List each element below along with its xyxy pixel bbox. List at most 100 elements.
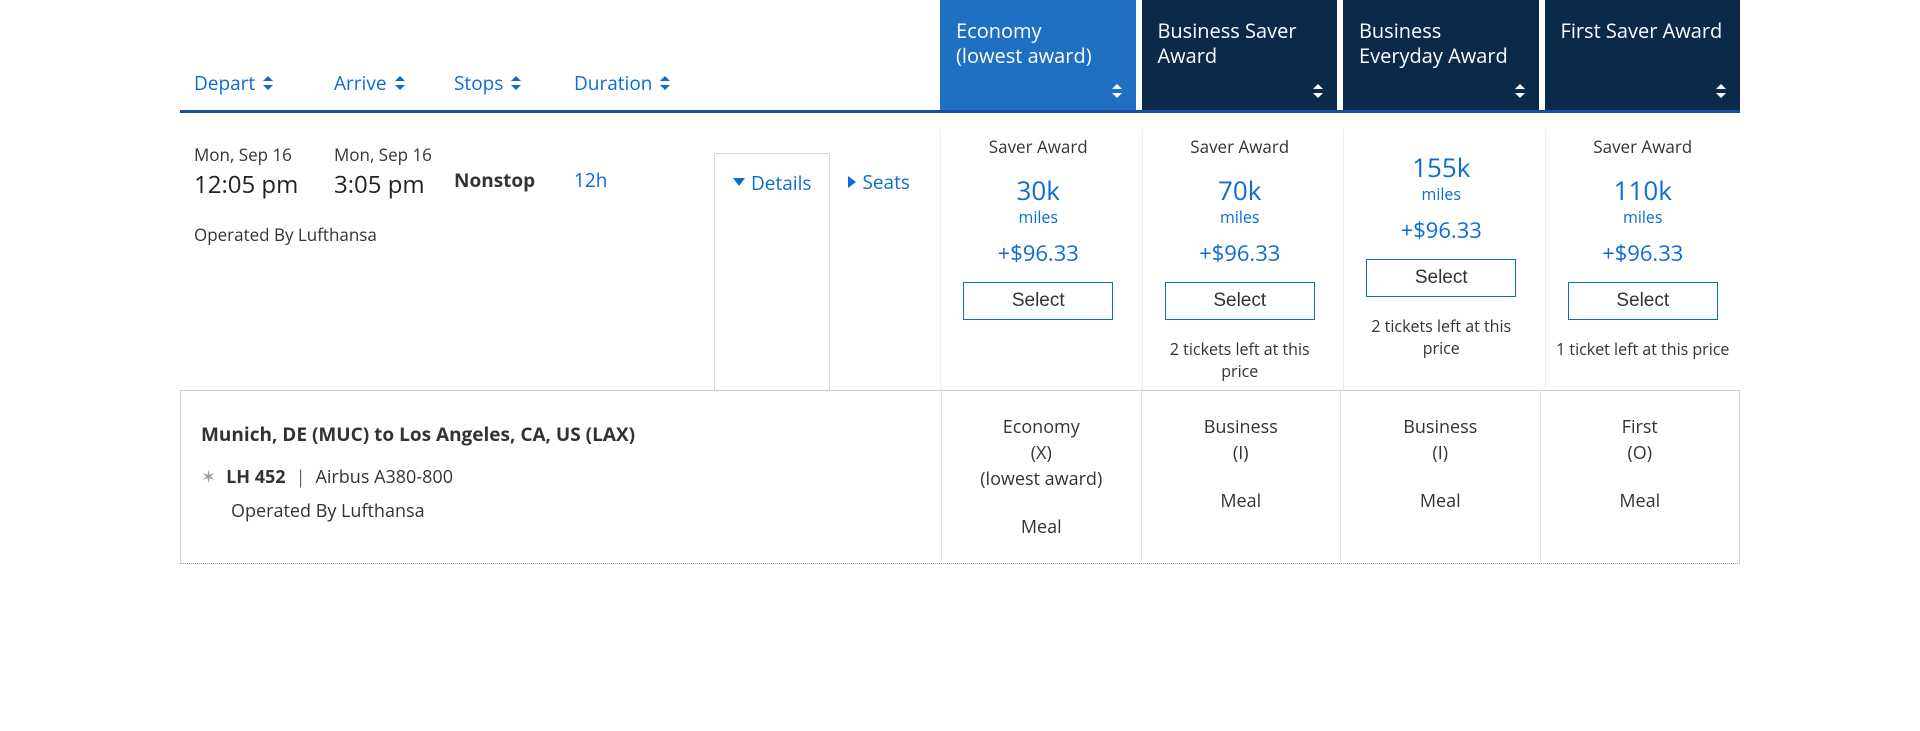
route-text: Munich, DE (MUC) to Los Angeles, CA, US …	[201, 421, 921, 447]
fare-miles-label: miles	[1352, 183, 1531, 205]
sort-arrive-label: Arrive	[334, 70, 387, 96]
fare-scarcity: 2 tickets left at this price	[1352, 315, 1531, 359]
booking-class: (O)	[1549, 441, 1732, 465]
fare-price: +$96.33	[949, 238, 1128, 268]
meal-label: Meal	[1349, 489, 1532, 513]
sort-icon	[1716, 84, 1726, 98]
meal-label: Meal	[950, 515, 1133, 539]
booking-class: (I)	[1150, 441, 1333, 465]
fare-header-business-everyday[interactable]: Business Everyday Award	[1343, 0, 1539, 110]
flight-details-panel: Munich, DE (MUC) to Los Angeles, CA, US …	[180, 390, 1740, 564]
fare-header-line2: Everyday Award	[1359, 42, 1508, 69]
fare-miles: 110k	[1554, 172, 1733, 208]
fare-miles-label: miles	[1151, 206, 1330, 228]
fare-cell-first-saver: Saver Award 110k miles +$96.33 Select 1 …	[1545, 129, 1741, 390]
select-button[interactable]: Select	[1165, 282, 1315, 320]
sort-duration[interactable]: Duration	[574, 70, 694, 96]
fare-cell-business-saver: Saver Award 70k miles +$96.33 Select 2 t…	[1142, 129, 1338, 390]
fare-miles: 70k	[1151, 172, 1330, 208]
sort-stops-label: Stops	[454, 70, 503, 96]
results-header: Depart Arrive Stops Duration	[180, 0, 1740, 113]
fare-price: +$96.33	[1151, 238, 1330, 268]
flight-line: ✶ LH 452 | Airbus A380-800	[201, 465, 921, 489]
seats-toggle[interactable]: Seats	[830, 153, 927, 390]
arrive-cell: Mon, Sep 16 3:05 pm	[334, 143, 434, 201]
segment-cabin-first: First (O) Meal	[1540, 391, 1740, 563]
sort-depart[interactable]: Depart	[194, 70, 314, 96]
sort-icon	[511, 76, 521, 90]
fare-type: Saver Award	[1554, 135, 1733, 158]
arrive-date: Mon, Sep 16	[334, 143, 434, 166]
fare-type: Saver Award	[1151, 135, 1330, 158]
cabin-name: Business	[1349, 415, 1532, 439]
sort-icon	[1313, 84, 1323, 98]
sort-icon	[1112, 84, 1122, 98]
fare-miles-label: miles	[1554, 206, 1733, 228]
fare-cell-economy: Saver Award 30k miles +$96.33 Select	[940, 129, 1136, 390]
fare-header-business-saver[interactable]: Business Saver Award	[1142, 0, 1338, 110]
chevron-right-icon	[848, 176, 856, 188]
select-button[interactable]: Select	[1568, 282, 1718, 320]
sort-icon	[1515, 84, 1525, 98]
fare-cells: Saver Award 30k miles +$96.33 Select Sav…	[940, 113, 1740, 390]
details-label: Details	[751, 170, 811, 196]
fare-header-economy[interactable]: Economy (lowest award)	[940, 0, 1136, 110]
fare-price: +$96.33	[1352, 215, 1531, 245]
depart-time: 12:05 pm	[194, 168, 314, 201]
fare-type: Saver Award	[949, 135, 1128, 158]
seats-label: Seats	[862, 169, 909, 195]
flight-results: Depart Arrive Stops Duration	[180, 0, 1740, 564]
fare-miles-label: miles	[949, 206, 1128, 228]
operated-by: Operated By Lufthansa	[194, 223, 434, 246]
select-button[interactable]: Select	[963, 282, 1113, 320]
sort-icon	[263, 76, 273, 90]
fare-cell-business-everyday: 155k miles +$96.33 Select 2 tickets left…	[1343, 129, 1539, 390]
sort-arrive[interactable]: Arrive	[334, 70, 434, 96]
chevron-down-icon	[733, 178, 745, 186]
booking-class: (X)	[950, 441, 1133, 465]
stops-cell: Nonstop	[454, 143, 554, 390]
fare-scarcity: 1 ticket left at this price	[1554, 338, 1733, 360]
depart-cell: Mon, Sep 16 12:05 pm	[194, 143, 314, 201]
sort-depart-label: Depart	[194, 70, 255, 96]
star-alliance-icon: ✶	[201, 465, 216, 489]
flight-summary: Mon, Sep 16 12:05 pm Mon, Sep 16 3:05 pm…	[180, 113, 940, 390]
depart-date: Mon, Sep 16	[194, 143, 314, 166]
sort-columns: Depart Arrive Stops Duration	[180, 0, 940, 110]
segment-cabin-business-2: Business (I) Meal	[1340, 391, 1540, 563]
details-toggle[interactable]: Details	[714, 153, 830, 390]
fare-class-headers: Economy (lowest award) Business Saver Aw…	[940, 0, 1740, 110]
cabin-name: First	[1549, 415, 1732, 439]
meal-label: Meal	[1150, 489, 1333, 513]
duration-cell: 12h	[574, 143, 694, 390]
fare-miles: 30k	[949, 172, 1128, 208]
select-button[interactable]: Select	[1366, 259, 1516, 297]
sort-stops[interactable]: Stops	[454, 70, 554, 96]
sort-duration-label: Duration	[574, 70, 652, 96]
fare-header-line1: Business Saver	[1158, 17, 1297, 44]
fare-header-line1: Economy	[956, 17, 1042, 44]
sort-icon	[660, 76, 670, 90]
fare-header-line2: (lowest award)	[956, 42, 1092, 69]
flight-number: LH 452	[226, 465, 286, 489]
arrive-time: 3:05 pm	[334, 168, 434, 201]
fare-header-line1: Business	[1359, 17, 1441, 44]
meal-label: Meal	[1549, 489, 1732, 513]
divider: |	[296, 465, 306, 489]
expand-controls: Details Seats	[714, 143, 928, 390]
segment-cabins: Economy (X) (lowest award) Meal Business…	[941, 391, 1739, 563]
segment-info: Munich, DE (MUC) to Los Angeles, CA, US …	[181, 391, 941, 563]
segment-operated-by: Operated By Lufthansa	[231, 499, 921, 523]
fare-scarcity: 2 tickets left at this price	[1151, 338, 1330, 382]
fare-header-first-saver[interactable]: First Saver Award	[1545, 0, 1741, 110]
fare-miles: 155k	[1352, 149, 1531, 185]
equipment: Airbus A380-800	[315, 465, 453, 489]
fare-price: +$96.33	[1554, 238, 1733, 268]
booking-class: (I)	[1349, 441, 1532, 465]
fare-header-line2: Award	[1158, 42, 1218, 69]
cabin-note: (lowest award)	[950, 467, 1133, 491]
cabin-name: Business	[1150, 415, 1333, 439]
fare-header-line1: First Saver Award	[1561, 17, 1723, 44]
segment-cabin-business-1: Business (I) Meal	[1141, 391, 1341, 563]
cabin-name: Economy	[950, 415, 1133, 439]
